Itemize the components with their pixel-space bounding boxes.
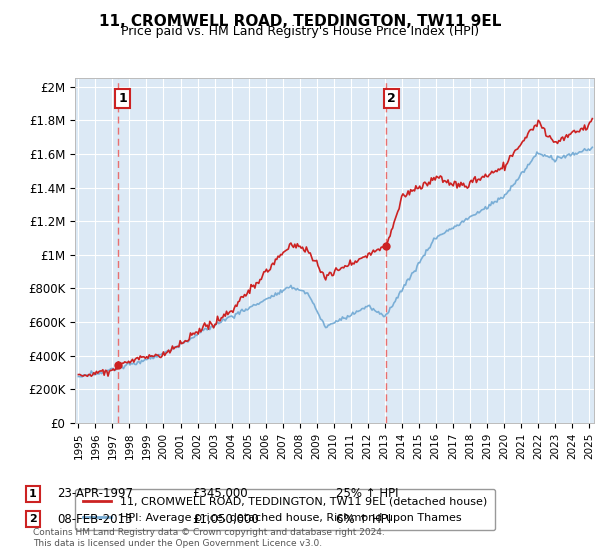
Text: £1,050,000: £1,050,000 — [192, 512, 259, 526]
Text: 6% ↑ HPI: 6% ↑ HPI — [336, 512, 391, 526]
Text: 1: 1 — [118, 92, 127, 105]
Text: 2: 2 — [387, 92, 396, 105]
Legend: 11, CROMWELL ROAD, TEDDINGTON, TW11 9EL (detached house), HPI: Average price, de: 11, CROMWELL ROAD, TEDDINGTON, TW11 9EL … — [76, 489, 495, 530]
Text: Price paid vs. HM Land Registry's House Price Index (HPI): Price paid vs. HM Land Registry's House … — [121, 25, 479, 38]
Text: 2: 2 — [29, 514, 37, 524]
Text: 25% ↑ HPI: 25% ↑ HPI — [336, 487, 398, 501]
Text: Contains HM Land Registry data © Crown copyright and database right 2024.
This d: Contains HM Land Registry data © Crown c… — [33, 528, 385, 548]
Text: £345,000: £345,000 — [192, 487, 248, 501]
Text: 11, CROMWELL ROAD, TEDDINGTON, TW11 9EL: 11, CROMWELL ROAD, TEDDINGTON, TW11 9EL — [99, 14, 501, 29]
Text: 23-APR-1997: 23-APR-1997 — [57, 487, 133, 501]
Text: 1: 1 — [29, 489, 37, 499]
Text: 08-FEB-2013: 08-FEB-2013 — [57, 512, 133, 526]
